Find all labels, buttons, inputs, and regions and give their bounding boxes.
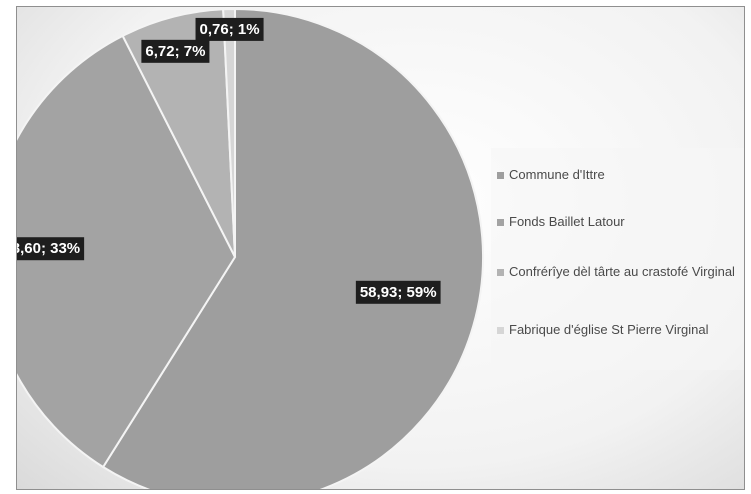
legend-item-fabrique-eglise: Fabrique d'église St Pierre Virginal: [497, 320, 743, 340]
data-label-text-commune-ittre: 58,93; 59%: [360, 284, 437, 301]
data-label-confrerie: 6,72; 7%: [141, 39, 210, 63]
data-label-box-fabrique-eglise: [195, 17, 264, 41]
legend-label-confrerie: Confrérîye dèl târte au crastofé Virgina…: [509, 264, 735, 279]
legend-label-fonds-baillet-latour: Fonds Baillet Latour: [509, 214, 625, 229]
pie-slice-fonds-baillet-latour: [17, 34, 237, 469]
legend-swatch-commune-ittre: [497, 172, 504, 179]
pie-slice-commune-ittre: [101, 7, 484, 489]
data-label-fabrique-eglise: 0,76; 1%: [195, 17, 264, 41]
data-label-text-confrerie: 6,72; 7%: [145, 43, 205, 60]
legend-item-fonds-baillet-latour: Fonds Baillet Latour: [497, 212, 743, 232]
pie-chart: 58,93; 59% 33,60; 33% 6,72; 7% 0,76; 1%: [17, 7, 484, 489]
data-label-box-fonds-baillet-latour: [17, 237, 85, 261]
legend-swatch-fabrique-eglise: [497, 327, 504, 334]
data-label-commune-ittre: 58,93; 59%: [355, 280, 441, 304]
data-label-fonds-baillet-latour: 33,60; 33%: [17, 237, 85, 261]
legend-item-confrerie: Confrérîye dèl târte au crastofé Virgina…: [497, 262, 743, 282]
legend-swatch-confrerie: [497, 269, 504, 276]
data-label-text-fonds-baillet-latour: 33,60; 33%: [17, 240, 80, 257]
data-label-box-confrerie: [141, 39, 210, 63]
legend: Commune d'Ittre Fonds Baillet Latour Con…: [491, 148, 744, 370]
chart-frame: 58,93; 59% 33,60; 33% 6,72; 7% 0,76; 1% Com…: [16, 6, 745, 490]
pie-slice-fabrique-eglise: [222, 7, 236, 258]
data-label-box-commune-ittre: [355, 280, 441, 304]
legend-label-fabrique-eglise: Fabrique d'église St Pierre Virginal: [509, 322, 709, 337]
legend-swatch-fonds-baillet-latour: [497, 219, 504, 226]
data-label-text-fabrique-eglise: 0,76; 1%: [200, 21, 260, 38]
legend-label-commune-ittre: Commune d'Ittre: [509, 167, 605, 182]
legend-item-commune-ittre: Commune d'Ittre: [497, 165, 743, 185]
